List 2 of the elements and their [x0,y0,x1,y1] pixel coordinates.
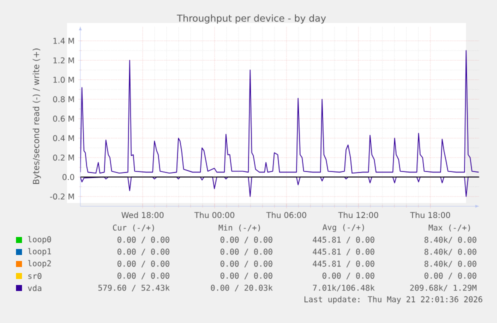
y-axis-title: Bytes/second read (-) / write (+) [32,48,41,184]
chart-title: Throughput per device - by day [176,14,326,24]
